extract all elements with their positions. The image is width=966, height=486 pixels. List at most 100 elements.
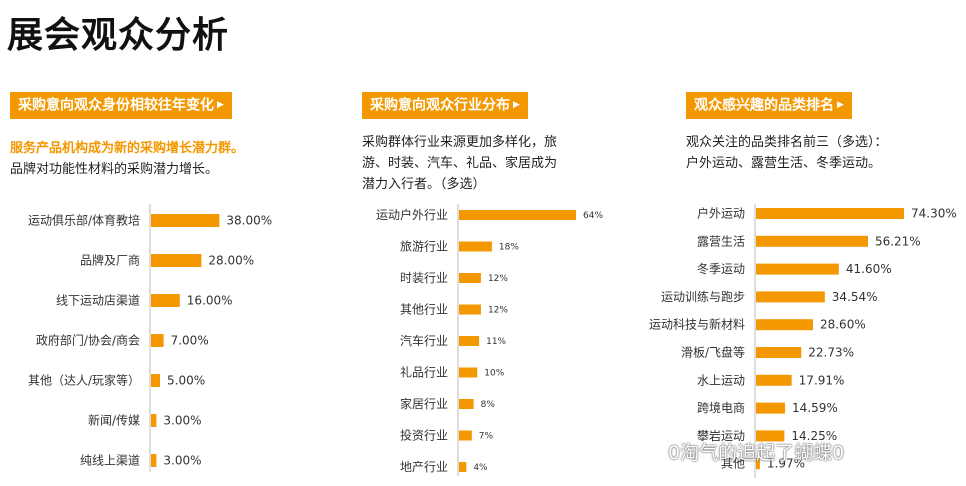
bar [459,367,478,378]
value-label: 7.00% [171,334,209,348]
description-line: 观众关注的品类排名前三（多选）： [686,135,888,150]
bar [151,334,164,347]
bar [756,374,792,386]
bar [459,273,481,283]
category-label: 运动户外行业 [376,207,448,222]
bar [459,399,474,409]
chart-identity: 运动俱乐部/体育教培 38.00% 品牌及厂商 28.00% 线下运动店渠道 16.00%… [28,204,272,472]
bar [756,291,825,303]
category-label: 时装行业 [400,271,448,285]
bar [151,454,157,467]
category-label: 礼品行业 [400,365,448,380]
value-label: 11% [486,337,506,347]
description-highlight: 服务产品机构成为新的采购增长潜力群。 [10,141,245,156]
category-label: 露营生活 [697,234,745,248]
value-label: 5.00% [167,374,205,388]
panel-header-label: 采购意向观众行业分布 [370,97,510,114]
bar [151,254,202,267]
value-label: 12% [488,306,508,316]
category-label: 家居行业 [400,396,448,411]
value-label: 41.60% [846,262,892,276]
value-label: 64% [583,211,603,221]
bar [459,430,472,441]
category-label: 运动俱乐部/体育教培 [28,213,140,228]
bar [459,210,576,220]
bar [756,235,868,247]
value-label: 14.59% [792,401,838,415]
bar [756,208,904,219]
bar [756,319,813,331]
bar [151,294,180,307]
bar [459,336,480,346]
bar [151,374,160,387]
value-label: 38.00% [226,214,272,228]
category-label: 运动训练与跑步 [661,289,745,304]
bar [151,414,157,427]
panel-header-tag: 观众感兴趣的品类排名 ▶ [686,92,852,119]
triangle-right-icon: ▶ [513,100,520,110]
value-label: 18% [499,243,519,253]
category-label: 冬季运动 [697,261,745,276]
value-label: 17.91% [799,373,845,387]
bar [459,462,467,472]
bar [756,263,839,275]
value-label: 1.97% [767,457,805,471]
panel-description: 采购群体行业来源更加多样化，旅 游、时装、汽车、礼品、家居成为 潜力入行者。（多… [362,132,557,195]
value-label: 34.54% [832,290,878,304]
value-label: 3.00% [163,454,201,468]
panel-description: 服务产品机构成为新的采购增长潜力群。 品牌对功能性材料的采购潜力增长。 [10,138,244,180]
value-label: 14.25% [791,429,837,443]
bar [459,304,481,315]
category-label: 水上运动 [697,373,745,387]
category-label: 地产行业 [400,460,448,474]
category-label: 旅游行业 [400,240,448,254]
category-label: 运动科技与新材料 [649,317,745,332]
bar [459,241,492,252]
value-label: 28.60% [820,318,866,332]
description-line: 游、时装、汽车、礼品、家居成为 [362,156,558,171]
triangle-right-icon: ▶ [837,100,844,110]
category-label: 投资行业 [400,428,448,443]
chart-categories: 户外运动 74.30% 露营生活 56.21% 冬季运动 41.60% 运动训练与跑步 34.… [649,204,957,478]
category-label: 攀岩运动 [697,428,745,443]
description-line: 户外运动、露营生活、冬季运动。 [686,156,882,171]
bar [756,430,785,442]
panel-header-tag: 采购意向观众身份相较往年变化 ▶ [10,92,232,119]
panel-description: 观众关注的品类排名前三（多选）： 户外运动、露营生活、冬季运动。 [686,132,888,174]
category-label: 其他（达人/玩家等） [28,373,140,388]
value-label: 22.73% [808,346,854,360]
category-label: 新闻/传媒 [88,413,140,428]
bar [756,458,760,470]
bar [756,347,802,358]
description-line: 潜力入行者。（多选） [362,177,486,192]
bar [151,214,220,227]
panel-header-tag: 采购意向观众行业分布 ▶ [362,92,528,119]
category-label: 纯线上渠道 [80,454,140,468]
value-label: 12% [488,274,508,284]
value-label: 56.21% [875,234,921,248]
category-label: 户外运动 [697,206,745,221]
category-label: 滑板/飞盘等 [681,345,745,360]
watermark: 0淘气的追起了蝴蝶0 [668,442,845,464]
panel-header-label: 观众感兴趣的品类排名 [694,97,834,114]
panel-header-label: 采购意向观众身份相较往年变化 [18,97,214,114]
value-label: 74.30% [911,207,957,221]
triangle-right-icon: ▶ [217,100,224,110]
value-label: 4% [473,463,488,473]
value-label: 10% [484,369,504,379]
value-label: 3.00% [163,414,201,428]
bar [756,402,786,414]
category-label: 汽车行业 [400,333,448,348]
page-title: 展会观众分析 [7,15,230,56]
value-label: 28.00% [208,254,254,268]
category-label: 其他行业 [400,303,448,317]
description-line: 采购群体行业来源更加多样化，旅 [362,135,558,150]
category-label: 跨境电商 [697,400,745,415]
value-label: 7% [479,432,494,442]
category-label: 政府部门/协会/商会 [36,333,140,348]
category-label: 其他 [721,457,745,471]
category-label: 线下运动店渠道 [56,294,140,308]
description-line: 品牌对功能性材料的采购潜力增长。 [10,162,219,177]
category-label: 品牌及厂商 [80,253,140,268]
value-label: 16.00% [187,294,233,308]
